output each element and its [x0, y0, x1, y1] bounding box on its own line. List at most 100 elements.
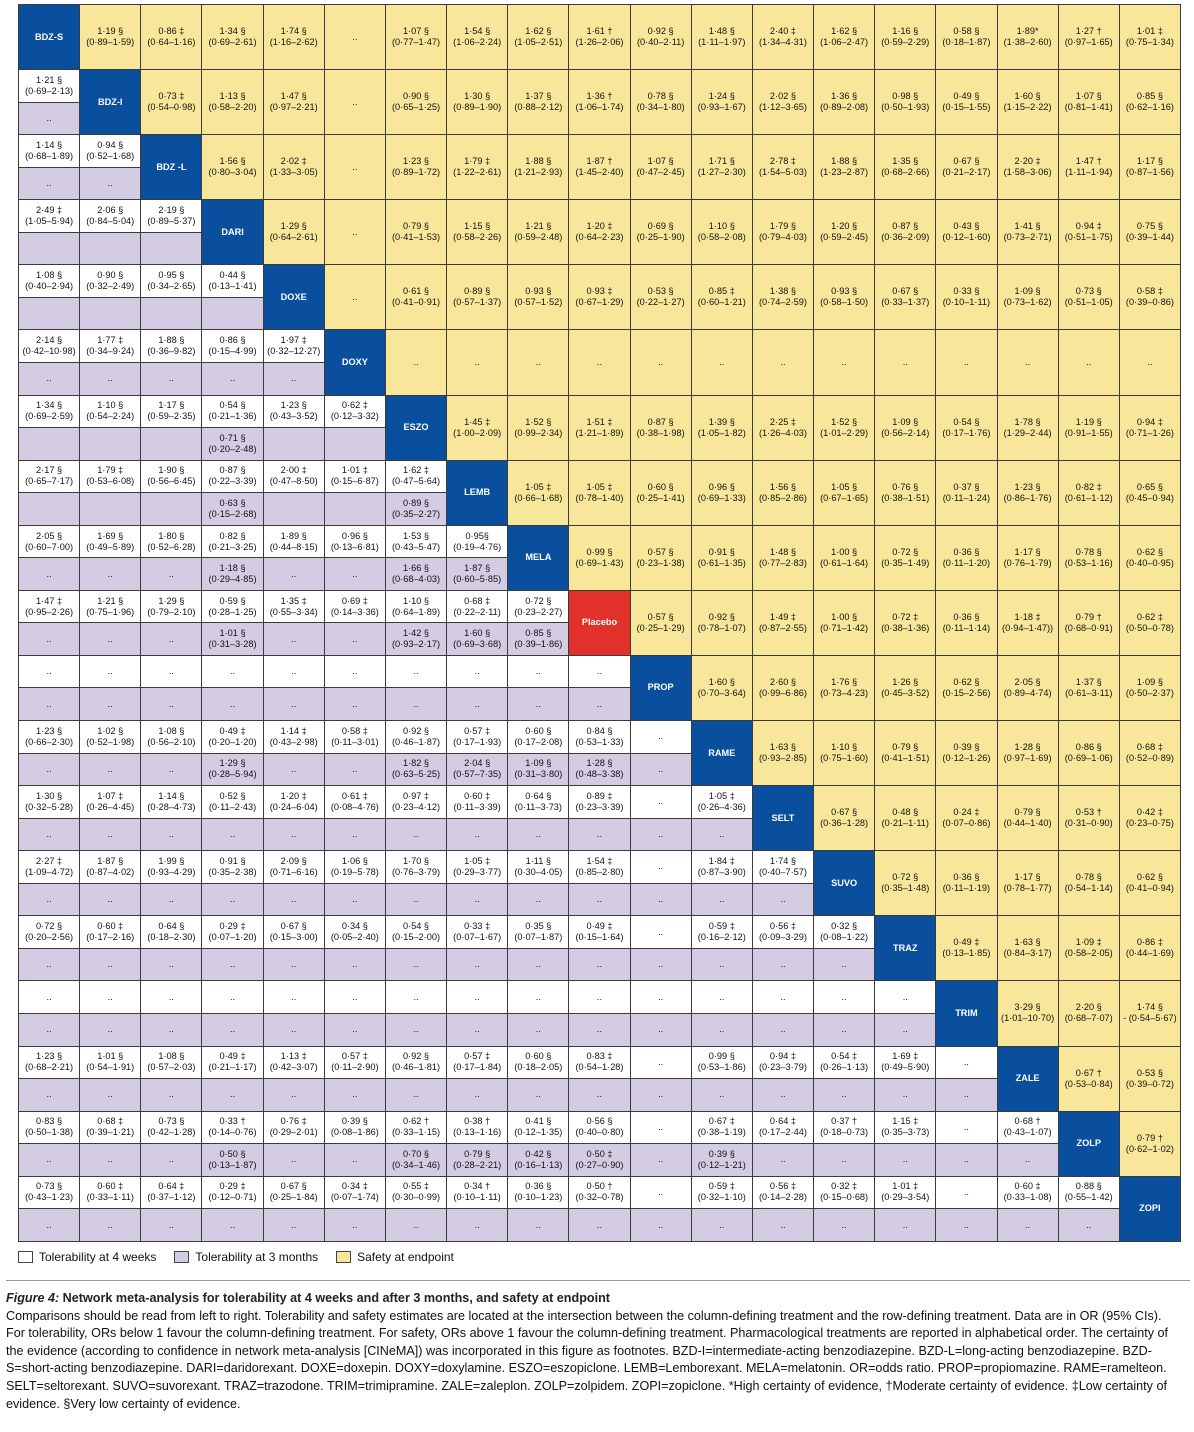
estimate-text: ..: [780, 959, 786, 970]
safety-cell: 0·94 ‡ (0·71–1·26): [1118, 394, 1182, 461]
ci-text: (0·07–0·86): [942, 818, 991, 829]
estimate-text: ..: [413, 1089, 419, 1100]
estimate-text: ..: [107, 178, 113, 188]
ci-text: (0·15–2·68): [208, 508, 257, 519]
estimate-text: 0·73 §: [158, 1116, 185, 1127]
estimate-text: ..: [352, 633, 358, 644]
estimate-text: 0·67 ‡: [708, 1116, 735, 1127]
estimate-text: ..: [596, 959, 603, 970]
ci-text: (0·18–1·87): [942, 37, 991, 48]
ci-text: (1·21–2·93): [514, 167, 563, 178]
estimate-text: 1·47 †: [1075, 156, 1102, 167]
treatment-label-trim: TRIM: [935, 980, 998, 1047]
estimate-text: ..: [719, 828, 725, 839]
safety-cell: 0·69 § (0·25–1·90): [629, 199, 692, 266]
ci-text: (0·69–1·43): [575, 557, 624, 568]
ci-text: (0·68–7·07): [1064, 1013, 1113, 1024]
tolerability-4w-cell: 0·73 § (0·43–1·23): [17, 1175, 81, 1210]
tolerability-3m-cell: ..: [996, 1143, 1059, 1177]
tolerability-3m-cell: ..: [690, 882, 753, 917]
estimate-text: 1·48 §: [769, 546, 796, 557]
tolerability-3m-cell: ..: [201, 817, 264, 852]
safety-cell: 0·91 § (0·61–1·35): [690, 524, 753, 591]
ci-text: (0·26–4·36): [697, 801, 746, 812]
tolerability-4w-cell: 1·34 § (0·69–2·59): [17, 394, 81, 429]
estimate-text: ..: [107, 1024, 113, 1035]
estimate-text: ..: [352, 291, 358, 302]
tolerability-3m-cell: ..: [201, 1208, 264, 1242]
ci-text: (0·52–1·98): [86, 736, 135, 747]
estimate-text: 1·52 §: [525, 416, 552, 427]
estimate-text: 1·54 §: [464, 26, 491, 37]
tolerability-3m-cell: ..: [384, 882, 448, 917]
estimate-text: ..: [291, 763, 297, 774]
ci-text: (0·47–8·50): [269, 476, 318, 487]
ci-text: (0·15–2·56): [942, 687, 991, 698]
tolerability-4w-cell: 0·72 § (0·23–2·27): [507, 589, 570, 624]
tolerability-3m-cell: ..: [935, 1208, 998, 1242]
ci-text: (0·22–2·11): [453, 606, 501, 617]
estimate-text: 1·05 ‡: [464, 855, 491, 866]
estimate-text: 0·29 ‡: [219, 1181, 246, 1192]
tolerability-3m-cell: ..: [262, 882, 325, 917]
estimate-text: 0·64 ‡: [769, 1116, 796, 1127]
safety-cell: 0·62 § (0·40–0·95): [1118, 524, 1182, 591]
safety-cell: 3·29 § (1·01–10·70): [996, 980, 1059, 1047]
ci-text: (0·35–2·27): [392, 508, 441, 519]
safety-cell: ..: [323, 3, 386, 71]
ci-text: (0·89–1·72): [392, 167, 441, 178]
matrix-row-sub: ...... 1·18 § (0·29–4·85).... 1·66 § (0·68–4…: [17, 557, 1181, 591]
tolerability-4w-cell: 0·83 ‡ (0·54–1·28): [568, 1045, 631, 1080]
estimate-text: 0·76 ‡: [280, 1116, 307, 1127]
estimate-text: ..: [107, 633, 113, 644]
matrix-row: 2·17 § (0·65–7·17) 1·79 ‡ (0·53–6·08) 1·90 §…: [17, 459, 1182, 526]
ci-text: (0·34–2·65): [147, 281, 196, 292]
estimate-text: 0·59 §: [219, 595, 246, 606]
ci-text: (0·15–6·87): [330, 476, 379, 487]
estimate-text: ..: [535, 828, 541, 839]
ci-text: (0·21–1·17): [208, 1062, 257, 1073]
tolerability-4w-cell: 2·49 ‡ (1·05–5·94): [17, 199, 81, 233]
ci-text: (0·61–3·11): [1065, 687, 1113, 698]
tolerability-3m-cell: ..: [568, 1208, 631, 1242]
tolerability-4w-cell: ..: [446, 980, 509, 1014]
estimate-text: 0·54 §: [953, 416, 980, 427]
estimate-text: ..: [780, 991, 786, 1002]
tolerability-3m-cell: 0·50 § (0·13–1·87): [201, 1143, 264, 1177]
ci-text: (0·18–2·05): [514, 1062, 563, 1073]
estimate-text: 1·88 §: [158, 335, 185, 346]
tolerability-3m-cell: [140, 492, 203, 526]
tolerability-4w-cell: ..: [629, 1045, 692, 1080]
ci-text: (1·12–3·65): [758, 102, 807, 113]
ci-text: (1·29–2·44): [1003, 427, 1052, 438]
ci-text: (0·69–2·59): [25, 411, 74, 422]
estimate-text: ..: [719, 357, 725, 368]
ci-text: (1·06–2·47): [820, 37, 869, 48]
tolerability-4w-cell: 0·64 § (0·11–3·73): [507, 785, 570, 819]
safety-cell: 0·93 ‡ (0·67–1·29): [568, 264, 631, 331]
ci-text: (0·21–1·11): [881, 818, 929, 829]
tolerability-3m-cell: ..: [751, 1208, 815, 1242]
estimate-text: 0·64 §: [158, 921, 185, 932]
estimate-text: 0·78 §: [1075, 546, 1102, 557]
estimate-text: ..: [46, 373, 52, 384]
estimate-text: 1·17 §: [1136, 156, 1163, 167]
estimate-text: 0·69 §: [647, 221, 674, 232]
tolerability-4w-cell: ..: [629, 980, 692, 1014]
ci-text: (0·47–2·45): [636, 167, 685, 178]
estimate-text: 1·28 §: [586, 758, 613, 769]
estimate-text: 1·38 §: [769, 286, 796, 297]
estimate-text: 0·57 §: [647, 611, 674, 622]
tolerability-3m-cell: ..: [201, 882, 264, 917]
ci-text: (0·85–2·80): [575, 866, 624, 877]
tolerability-3m-cell: ..: [629, 947, 692, 982]
treatment-label-selt: SELT: [751, 785, 815, 852]
estimate-text: 0·95§: [465, 530, 489, 541]
safety-cell: 1·38 § (0·74–2·59): [751, 264, 815, 331]
ci-text: (0·69–2·61): [208, 37, 257, 48]
ci-text: (0·50–2·37): [1125, 687, 1174, 698]
estimate-text: 1·06 §: [341, 855, 368, 866]
estimate-text: 0·48 §: [892, 807, 919, 818]
estimate-text: 1·62 ‡: [402, 465, 430, 476]
tolerability-4w-cell: 0·37 † (0·18–0·73): [813, 1110, 876, 1145]
